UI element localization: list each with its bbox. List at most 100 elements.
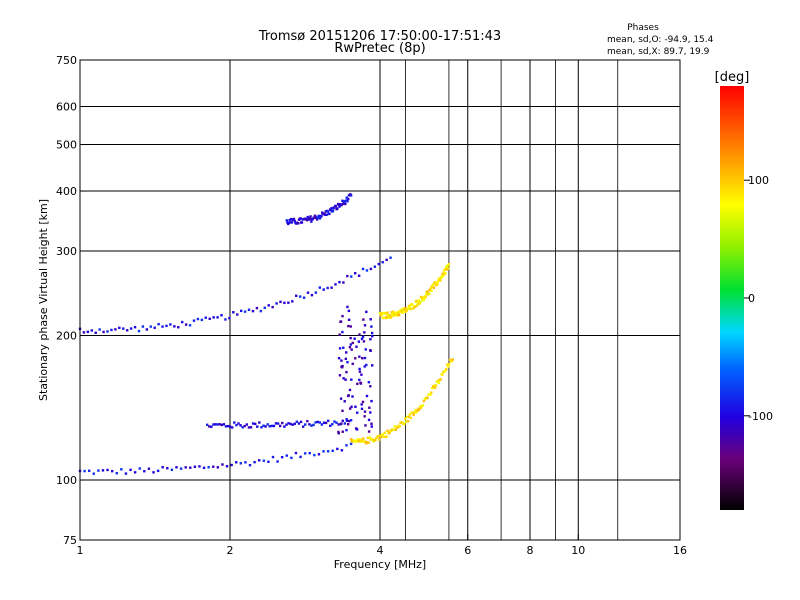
scatter-point bbox=[370, 422, 373, 425]
scatter-point bbox=[385, 315, 389, 318]
scatter-point bbox=[386, 311, 389, 314]
scatter-point bbox=[377, 438, 381, 441]
scatter-point bbox=[351, 362, 354, 366]
scatter-point bbox=[239, 424, 242, 427]
scatter-point bbox=[198, 465, 201, 468]
scatter-point bbox=[212, 423, 215, 426]
scatter-point bbox=[316, 216, 320, 219]
scatter-point bbox=[341, 199, 344, 202]
scatter-point bbox=[264, 425, 267, 428]
scatter-point bbox=[369, 349, 372, 352]
scatter-point bbox=[418, 405, 422, 408]
scatter-point bbox=[360, 403, 363, 406]
scatter-point bbox=[310, 424, 313, 427]
scatter-point bbox=[222, 423, 226, 426]
colorbar-ticks: 100 0 -100 bbox=[744, 174, 773, 423]
scatter-point bbox=[312, 423, 315, 427]
scatter-point bbox=[323, 213, 327, 216]
scatter-point bbox=[381, 433, 385, 436]
scatter-point bbox=[253, 460, 256, 464]
scatter-point bbox=[350, 378, 353, 381]
scatter-point bbox=[389, 256, 392, 259]
scatter-point bbox=[418, 408, 421, 411]
scatter-point bbox=[346, 423, 350, 426]
scatter-point bbox=[291, 300, 294, 303]
scatter-point bbox=[419, 300, 422, 304]
x-tick-label: 16 bbox=[673, 544, 687, 557]
scatter-point bbox=[347, 197, 350, 201]
scatter-point bbox=[351, 395, 354, 398]
scatter-point bbox=[432, 286, 436, 289]
scatter-point bbox=[358, 355, 361, 358]
scatter-point bbox=[354, 405, 357, 408]
scatter-point bbox=[184, 466, 187, 469]
scatter-point bbox=[308, 217, 312, 220]
scatter-point bbox=[388, 314, 392, 317]
scatter-point bbox=[289, 221, 292, 224]
scatter-point bbox=[149, 325, 152, 328]
scatter-point bbox=[437, 381, 441, 385]
scatter-point bbox=[339, 320, 343, 323]
scatter-point bbox=[267, 460, 270, 463]
scatter-point bbox=[348, 346, 352, 349]
scatter-point bbox=[309, 215, 312, 218]
scatter-point bbox=[310, 220, 313, 223]
scatter-point bbox=[363, 410, 367, 413]
scatter-point bbox=[366, 436, 370, 439]
scatter-point bbox=[411, 411, 414, 414]
scatter-point bbox=[253, 422, 257, 426]
scatter-point bbox=[345, 370, 348, 374]
scatter-point bbox=[349, 343, 353, 346]
scatter-point bbox=[247, 308, 251, 311]
scatter-point bbox=[235, 461, 238, 464]
scatter-point bbox=[287, 221, 291, 225]
scatter-point bbox=[408, 305, 411, 309]
scatter-point bbox=[336, 207, 339, 210]
scatter-point bbox=[365, 363, 368, 367]
scatter-point bbox=[367, 441, 371, 444]
x-axis-label: Frequency [MHz] bbox=[334, 558, 426, 571]
scatter-point bbox=[143, 470, 146, 473]
scatter-point bbox=[426, 290, 429, 293]
scatter-point bbox=[335, 421, 338, 424]
scatter-point bbox=[385, 435, 388, 438]
y-tick-label: 400 bbox=[56, 185, 77, 198]
scatter-point bbox=[220, 314, 223, 317]
scatter-point bbox=[411, 303, 414, 306]
scatter-point bbox=[428, 292, 431, 295]
scatter-point bbox=[192, 319, 196, 322]
scatter-point bbox=[258, 421, 261, 424]
scatter-point bbox=[248, 463, 252, 467]
scatter-point bbox=[306, 419, 309, 423]
scatter-point bbox=[251, 422, 255, 425]
scatter-point bbox=[115, 472, 118, 475]
scatter-point bbox=[404, 310, 407, 314]
scatter-point bbox=[360, 337, 364, 341]
scatter-point bbox=[394, 428, 398, 431]
scatter-point bbox=[243, 424, 246, 428]
scatter-point bbox=[82, 331, 86, 334]
scatter-point bbox=[345, 418, 348, 421]
scatter-point bbox=[431, 386, 434, 390]
scatter-point bbox=[364, 424, 367, 427]
scatter-point bbox=[228, 425, 232, 428]
scatter-point bbox=[94, 331, 97, 335]
scatter-point bbox=[409, 307, 412, 311]
scatter-point bbox=[92, 472, 95, 475]
scatter-point bbox=[256, 425, 259, 428]
scatter-point bbox=[303, 452, 307, 455]
scatter-point bbox=[278, 424, 282, 428]
scatter-point bbox=[345, 196, 348, 199]
y-tick-labels: 75 100 200 300 400 500 600 750 bbox=[56, 54, 86, 547]
scatter-point bbox=[202, 466, 206, 470]
scatter-point bbox=[208, 425, 211, 428]
scatter-point bbox=[274, 422, 278, 425]
scatter-point bbox=[361, 400, 365, 404]
scatter-point bbox=[376, 434, 380, 438]
scatter-point bbox=[397, 313, 401, 317]
scatter-point bbox=[326, 286, 329, 290]
scatter-point bbox=[161, 325, 164, 328]
scatter-point bbox=[383, 316, 386, 319]
scatter-point bbox=[114, 328, 117, 331]
scatter-point bbox=[297, 422, 301, 425]
